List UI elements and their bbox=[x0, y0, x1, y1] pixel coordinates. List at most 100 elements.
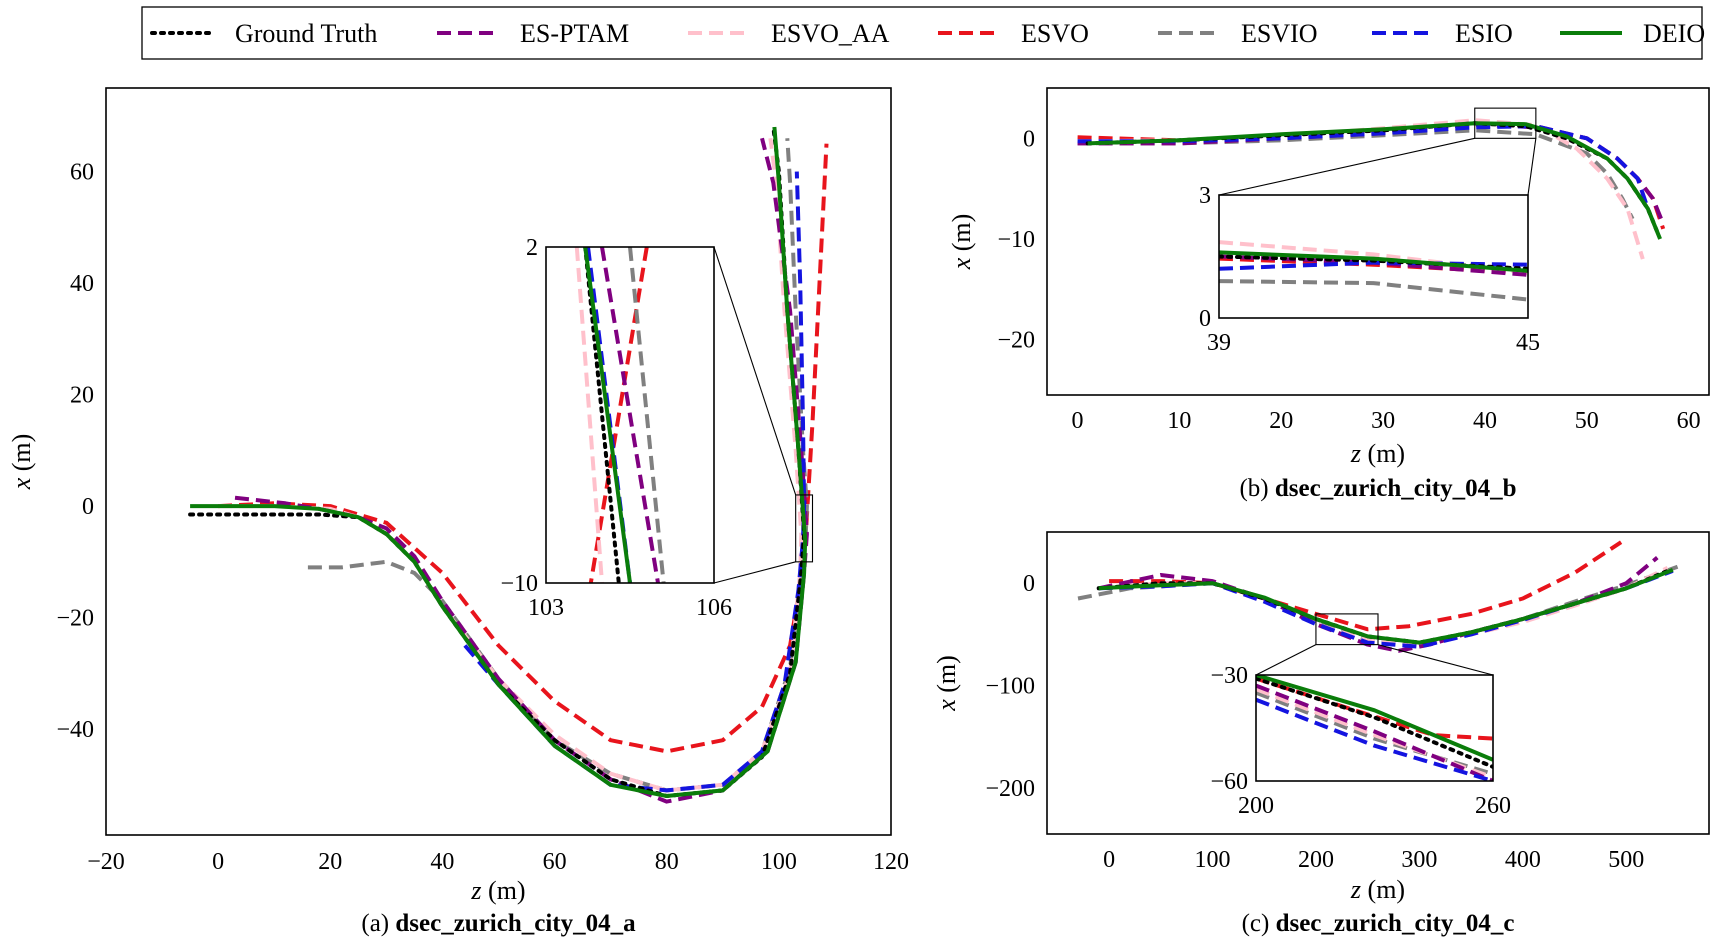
x-tick-label: 60 bbox=[543, 849, 567, 875]
inset-x-tick-label: 106 bbox=[696, 595, 732, 621]
inset-x-tick-label: 200 bbox=[1238, 793, 1274, 819]
y-tick-label: 60 bbox=[70, 160, 94, 186]
inset-y-tick-label: 0 bbox=[1199, 306, 1211, 332]
inset-frame bbox=[545, 246, 715, 584]
inset-series-ground-truth bbox=[1256, 676, 1493, 769]
inset-series-group bbox=[574, 247, 666, 583]
inset-x-tick-label: 45 bbox=[1516, 330, 1540, 356]
inset-x-tick-label: 39 bbox=[1207, 330, 1231, 356]
legend-label-ground-truth: Ground Truth bbox=[235, 19, 377, 48]
legend-label-esvo-aa: ESVO_AA bbox=[771, 19, 890, 48]
subplot-caption: (c) dsec_zurich_city_04_c bbox=[1242, 910, 1515, 937]
zoom-connector bbox=[1218, 137, 1475, 196]
y-axis-label: x (m) bbox=[7, 434, 36, 491]
x-tick-label: −20 bbox=[87, 849, 125, 875]
x-tick-label: 200 bbox=[1298, 847, 1334, 873]
inset-y-tick-label: −30 bbox=[1210, 663, 1248, 689]
x-tick-label: 50 bbox=[1575, 408, 1599, 434]
inset-series-esio bbox=[1256, 697, 1493, 781]
x-tick-label: 30 bbox=[1371, 408, 1395, 434]
inset-x-tick-label: 260 bbox=[1475, 793, 1511, 819]
y-tick-label: −200 bbox=[985, 776, 1035, 802]
inset-series-deio bbox=[1219, 250, 1528, 273]
plot-area bbox=[106, 88, 891, 835]
y-tick-label: 0 bbox=[1023, 571, 1035, 597]
x-tick-label: 120 bbox=[873, 849, 909, 875]
legend-label-deio: DEIO bbox=[1643, 19, 1705, 48]
series-group bbox=[1077, 540, 1684, 653]
x-tick-label: 60 bbox=[1677, 408, 1701, 434]
zoom-region bbox=[1315, 613, 1379, 646]
series-es-ptam bbox=[1098, 556, 1659, 653]
y-axis-label: x (m) bbox=[947, 214, 976, 271]
x-tick-label: 0 bbox=[1072, 408, 1084, 434]
x-tick-label: 100 bbox=[761, 849, 797, 875]
zoom-connector bbox=[713, 561, 796, 584]
inset-x-tick-label: 103 bbox=[528, 595, 564, 621]
series-esio bbox=[1077, 124, 1650, 210]
y-tick-label: −100 bbox=[985, 674, 1035, 700]
y-axis-label: x (m) bbox=[932, 655, 961, 712]
zoom-region bbox=[795, 494, 814, 563]
series-deio bbox=[1098, 568, 1674, 645]
inset-area bbox=[1219, 195, 1528, 318]
zoom-region bbox=[1474, 107, 1537, 139]
y-tick-label: 40 bbox=[70, 271, 94, 297]
legend-label-esvo: ESVO bbox=[1021, 19, 1089, 48]
inset-y-tick-label: 3 bbox=[1199, 183, 1211, 209]
inset-frame bbox=[1255, 674, 1494, 782]
plot-frame bbox=[105, 87, 892, 836]
inset-series-group bbox=[1256, 675, 1493, 781]
series-deio bbox=[190, 126, 808, 798]
zoom-connector bbox=[1527, 138, 1537, 196]
inset-series-es-ptam bbox=[1256, 683, 1493, 781]
legend: Ground Truth ES-PTAM ESVO_AA ESVO ESVIO ESIO D… bbox=[141, 6, 1705, 60]
zoom-connector bbox=[1255, 644, 1317, 676]
x-tick-label: 20 bbox=[318, 849, 342, 875]
x-tick-label: 100 bbox=[1195, 847, 1231, 873]
series-esio bbox=[463, 171, 807, 793]
x-tick-label: 80 bbox=[655, 849, 679, 875]
x-tick-label: 300 bbox=[1401, 847, 1437, 873]
inset-frame bbox=[1218, 194, 1529, 319]
subplot-caption: (b) dsec_zurich_city_04_b bbox=[1239, 475, 1516, 502]
zoom-connector bbox=[713, 246, 797, 496]
x-axis-label: z (m) bbox=[1350, 875, 1405, 904]
inset-y-tick-label: 2 bbox=[526, 235, 538, 261]
x-axis-label: z (m) bbox=[470, 876, 525, 905]
y-tick-label: −10 bbox=[997, 227, 1035, 253]
x-axis-label: z (m) bbox=[1350, 439, 1405, 468]
inset-series-esvo bbox=[588, 247, 649, 583]
y-tick-label: 0 bbox=[1023, 126, 1035, 152]
subplot-c: 0 100 200 300 400 500 −200 −100 0 z (m) x (m) (c) d… bbox=[932, 531, 1710, 937]
plot-frame bbox=[1046, 531, 1710, 835]
legend-frame bbox=[141, 6, 1703, 60]
inset-series-deio bbox=[1256, 675, 1493, 762]
series-esvo-aa bbox=[218, 137, 804, 793]
inset-series-deio bbox=[583, 247, 632, 583]
plot-frame bbox=[1046, 87, 1710, 396]
y-tick-label: −20 bbox=[997, 328, 1035, 354]
inset-series-es-ptam bbox=[600, 247, 660, 583]
x-tick-label: 40 bbox=[1473, 408, 1497, 434]
x-tick-label: 40 bbox=[430, 849, 454, 875]
y-tick-label: −20 bbox=[56, 606, 94, 632]
inset-series-esvo-aa bbox=[574, 247, 604, 583]
inset-series-esvio bbox=[628, 247, 666, 583]
inset-series-esvio bbox=[1219, 279, 1528, 302]
legend-label-esvio: ESVIO bbox=[1241, 19, 1318, 48]
zoom-connector bbox=[1377, 644, 1494, 676]
inset-series-group bbox=[1219, 240, 1528, 302]
subplot-a: −20 0 20 40 60 80 100 120 −40 −20 0 20 40 60 z (m) x (m… bbox=[7, 87, 909, 937]
inset-series-esvo bbox=[1256, 676, 1493, 741]
x-tick-label: 500 bbox=[1608, 847, 1644, 873]
y-tick-label: −40 bbox=[56, 717, 94, 743]
x-tick-label: 0 bbox=[1103, 847, 1115, 873]
series-group bbox=[188, 125, 829, 804]
x-tick-label: 20 bbox=[1269, 408, 1293, 434]
legend-label-es-ptam: ES-PTAM bbox=[520, 19, 629, 48]
x-tick-label: 400 bbox=[1505, 847, 1541, 873]
inset-y-tick-label: −10 bbox=[500, 571, 538, 597]
